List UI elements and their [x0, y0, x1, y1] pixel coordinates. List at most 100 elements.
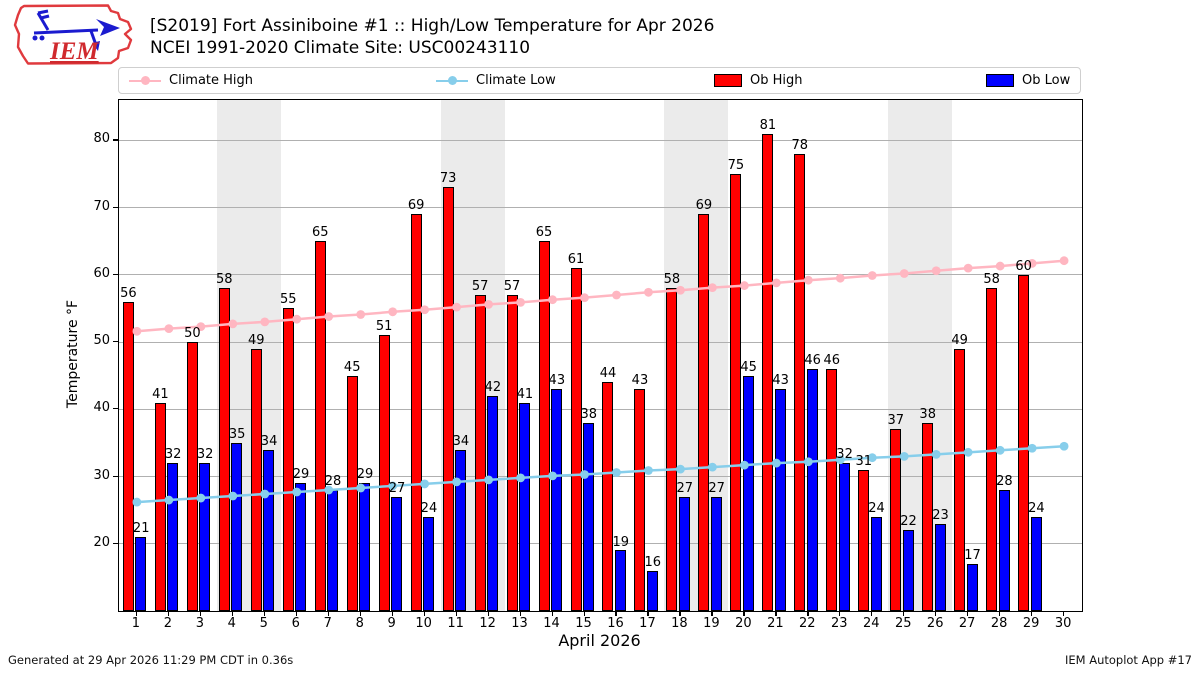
- bar-value-label: 43: [548, 373, 566, 389]
- x-tick-mark: [1031, 611, 1033, 616]
- ob-high-bar: [858, 469, 870, 611]
- app-credit: IEM Autoplot App #17: [1064, 653, 1192, 667]
- bar-value-label: 61: [567, 252, 585, 268]
- bar-value-label: 58: [216, 272, 233, 288]
- y-tick-label: 30: [93, 467, 110, 483]
- bar-value-label: 69: [407, 198, 425, 214]
- ob-high-bar: [410, 214, 422, 611]
- climate-high-marker: [612, 290, 621, 300]
- bar-value-label: 21: [132, 521, 150, 537]
- x-tick-mark: [807, 611, 809, 616]
- ob-high-bar: [122, 301, 134, 611]
- ob-low-bar: [167, 463, 179, 611]
- x-tick-label: 13: [511, 616, 528, 631]
- ob-high-bar: [346, 375, 358, 611]
- x-tick-mark: [359, 611, 361, 616]
- ob-low-swatch-icon: [986, 74, 1014, 87]
- x-tick-label: 20: [735, 616, 752, 631]
- ob-high-bar: [474, 294, 486, 611]
- x-tick-mark: [551, 611, 553, 616]
- ob-low-bar: [838, 463, 850, 611]
- bar-value-label: 46: [823, 352, 841, 368]
- x-tick-label: 12: [479, 616, 496, 631]
- y-tick-label: 60: [93, 265, 110, 281]
- bar-value-label: 24: [868, 500, 885, 516]
- ob-high-bar: [218, 288, 230, 611]
- bar-value-label: 37: [887, 413, 905, 429]
- bar-value-label: 34: [452, 433, 470, 449]
- bar-value-label: 57: [471, 279, 489, 294]
- x-tick-label: 10: [415, 616, 432, 631]
- bar-value-label: 22: [900, 514, 917, 530]
- ob-low-bar: [710, 496, 722, 611]
- bar-value-label: 58: [983, 272, 1000, 288]
- x-tick-label: 2: [163, 616, 173, 631]
- bar-value-label: 24: [1028, 500, 1045, 516]
- bar-value-label: 16: [644, 554, 662, 570]
- bar-value-label: 42: [484, 379, 502, 395]
- x-tick-label: 21: [767, 616, 784, 631]
- x-tick-label: 1: [131, 616, 141, 631]
- bar-value-label: 49: [951, 332, 968, 348]
- ob-high-bar: [826, 368, 838, 611]
- x-tick-mark: [135, 611, 138, 616]
- ob-low-bar: [934, 523, 946, 611]
- generated-timestamp: Generated at 29 Apr 2026 11:29 PM CDT in…: [8, 653, 294, 667]
- climate-high-marker: [164, 324, 174, 334]
- bar-value-label: 27: [708, 480, 725, 496]
- x-tick-label: 3: [195, 616, 204, 631]
- bar-value-label: 58: [663, 272, 681, 288]
- ob-high-bar: [986, 288, 998, 611]
- ob-high-bar: [282, 308, 294, 611]
- ob-low-bar: [231, 442, 243, 611]
- x-tick-label: 30: [1054, 616, 1072, 631]
- ob-high-swatch-icon: [714, 74, 742, 87]
- bar-value-label: 46: [804, 352, 821, 368]
- x-tick-mark: [1063, 611, 1065, 616]
- iem-logo-icon: IEM: [13, 4, 133, 65]
- y-tick-mark: [113, 139, 118, 141]
- climate-high-marker: [867, 271, 877, 280]
- x-tick-mark: [679, 611, 681, 616]
- ob-low-bar: [870, 516, 882, 611]
- bar-value-label: 81: [759, 117, 777, 133]
- legend-item-climate-low: Climate Low: [436, 68, 556, 93]
- y-tick-label: 80: [93, 131, 110, 147]
- y-tick-mark: [113, 206, 118, 208]
- ob-high-bar: [698, 214, 710, 611]
- x-tick-label: 16: [607, 616, 624, 631]
- y-gridline: [119, 408, 1082, 410]
- y-tick-label: 40: [93, 400, 110, 416]
- y-gridline: [119, 543, 1082, 545]
- x-tick-mark: [263, 611, 265, 616]
- bar-value-label: 73: [439, 171, 457, 187]
- y-gridline: [119, 207, 1082, 209]
- ob-high-bar: [186, 342, 198, 611]
- bar-value-label: 60: [1015, 258, 1032, 274]
- x-tick-label: 11: [447, 616, 464, 631]
- bar-value-label: 38: [580, 406, 598, 422]
- legend-label: Climate High: [169, 73, 254, 88]
- x-tick-mark: [391, 611, 393, 616]
- x-tick-label: 28: [990, 616, 1008, 631]
- bar-value-label: 35: [228, 426, 246, 442]
- ob-low-bar: [1030, 516, 1042, 611]
- x-axis-title: April 2026: [558, 631, 641, 650]
- bar-value-label: 24: [420, 500, 438, 516]
- ob-high-bar: [730, 173, 742, 611]
- bar-value-label: 75: [727, 157, 745, 173]
- x-tick-label: 29: [1022, 616, 1040, 631]
- legend-label: Climate Low: [476, 73, 556, 88]
- y-gridline: [119, 139, 1082, 141]
- legend: Climate High Climate Low Ob High Ob Low: [118, 67, 1081, 94]
- x-tick-label: 7: [323, 616, 332, 631]
- ob-low-bar: [998, 489, 1010, 611]
- ob-low-bar: [742, 375, 754, 611]
- climate-high-marker: [644, 287, 653, 297]
- climate-high-marker: [995, 261, 1005, 271]
- x-tick-label: 26: [926, 616, 944, 631]
- bar-value-label: 57: [503, 279, 521, 294]
- ob-high-bar: [666, 288, 678, 611]
- ob-low-bar: [135, 537, 147, 611]
- legend-item-ob-high: Ob High: [714, 68, 803, 93]
